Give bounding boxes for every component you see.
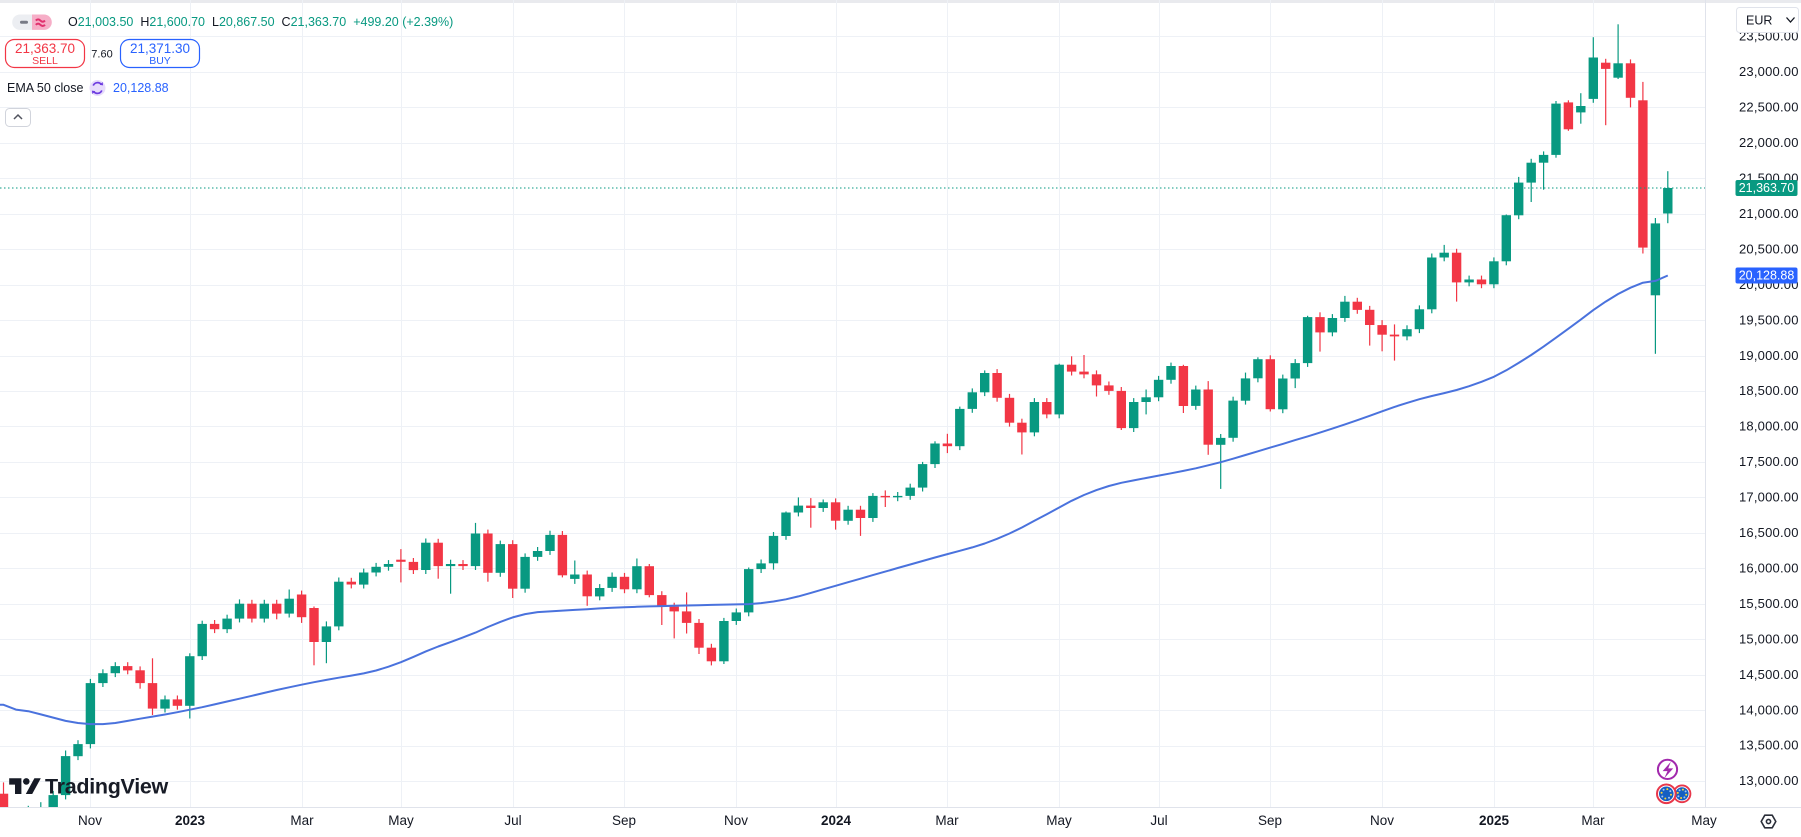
svg-text:Sep: Sep — [1258, 813, 1282, 828]
svg-text:Nov: Nov — [1370, 813, 1394, 828]
svg-text:14,500.00: 14,500.00 — [1739, 667, 1799, 682]
svg-text:May: May — [1046, 813, 1072, 828]
svg-text:EUR: EUR — [1746, 14, 1772, 28]
svg-text:13,500.00: 13,500.00 — [1739, 738, 1799, 753]
svg-text:22,500.00: 22,500.00 — [1739, 100, 1799, 115]
svg-text:19,000.00: 19,000.00 — [1739, 348, 1799, 363]
svg-text:18,500.00: 18,500.00 — [1739, 383, 1799, 398]
svg-text:21,363.70: 21,363.70 — [15, 41, 75, 56]
svg-text:May: May — [1691, 813, 1717, 828]
svg-text:Mar: Mar — [290, 813, 314, 828]
svg-text:16,500.00: 16,500.00 — [1739, 525, 1799, 540]
svg-text:19,500.00: 19,500.00 — [1739, 312, 1799, 327]
svg-text:7.60: 7.60 — [91, 49, 112, 61]
svg-text:Jul: Jul — [1150, 813, 1167, 828]
svg-text:21,000.00: 21,000.00 — [1739, 206, 1799, 221]
svg-text:2023: 2023 — [175, 813, 206, 828]
svg-text:17,500.00: 17,500.00 — [1739, 454, 1799, 469]
svg-text:14,000.00: 14,000.00 — [1739, 702, 1799, 717]
svg-text:21,363.70: 21,363.70 — [1739, 181, 1795, 195]
svg-text:21,371.30: 21,371.30 — [130, 41, 190, 56]
svg-text:2024: 2024 — [821, 813, 852, 828]
svg-text:Mar: Mar — [935, 813, 959, 828]
svg-text:TradingView: TradingView — [45, 775, 169, 799]
svg-text:22,000.00: 22,000.00 — [1739, 135, 1799, 150]
svg-text:23,000.00: 23,000.00 — [1739, 64, 1799, 79]
svg-text:20,128.88: 20,128.88 — [113, 81, 169, 95]
svg-text:16,000.00: 16,000.00 — [1739, 561, 1799, 576]
svg-text:Nov: Nov — [724, 813, 748, 828]
svg-text:17,000.00: 17,000.00 — [1739, 490, 1799, 505]
svg-text:18,000.00: 18,000.00 — [1739, 419, 1799, 434]
svg-text:EMA 50 close: EMA 50 close — [7, 81, 83, 95]
svg-text:Nov: Nov — [78, 813, 102, 828]
svg-text:13,000.00: 13,000.00 — [1739, 773, 1799, 788]
svg-text:BUY: BUY — [149, 55, 171, 67]
svg-text:Sep: Sep — [612, 813, 636, 828]
svg-text:20,500.00: 20,500.00 — [1739, 241, 1799, 256]
svg-text:May: May — [388, 813, 414, 828]
svg-text:2025: 2025 — [1479, 813, 1510, 828]
svg-text:Mar: Mar — [1581, 813, 1605, 828]
svg-text:15,000.00: 15,000.00 — [1739, 631, 1799, 646]
svg-text:SELL: SELL — [32, 55, 58, 67]
svg-text:20,128.88: 20,128.88 — [1739, 269, 1795, 283]
svg-text:15,500.00: 15,500.00 — [1739, 596, 1799, 611]
svg-text:Jul: Jul — [504, 813, 521, 828]
